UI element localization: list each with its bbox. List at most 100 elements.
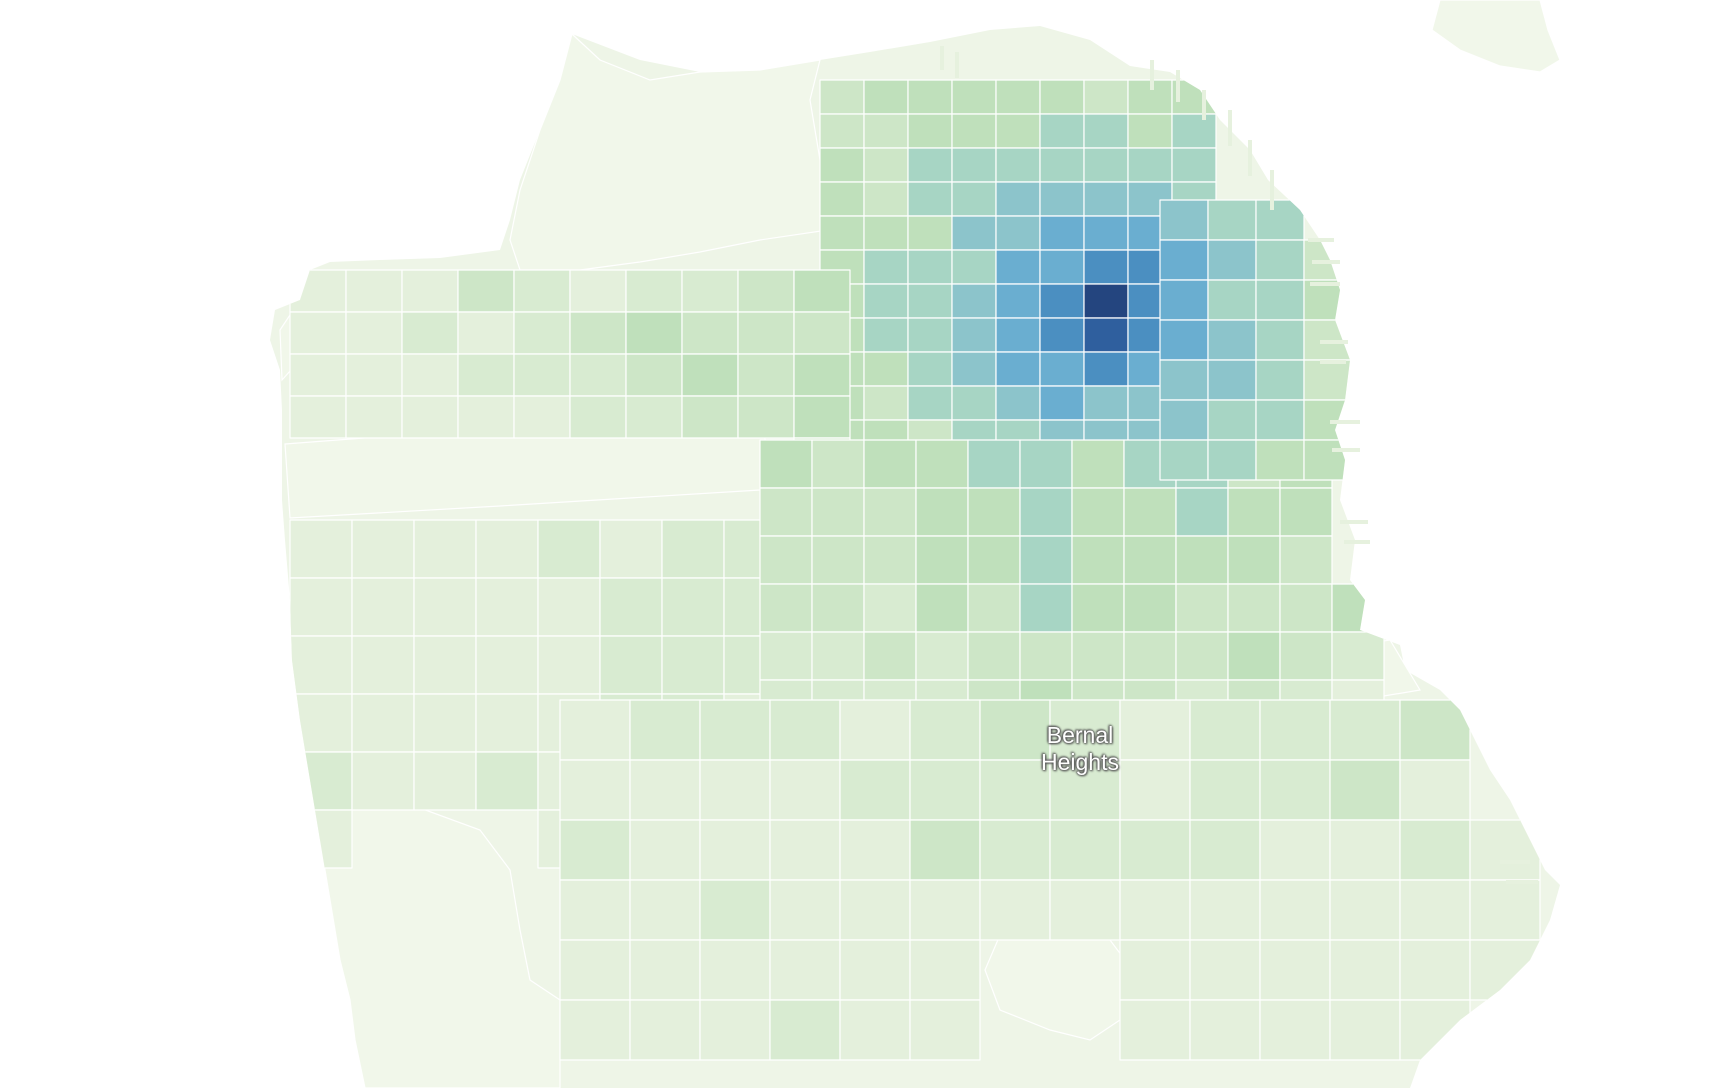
census-block[interactable] (413, 577, 477, 637)
census-block[interactable] (629, 879, 701, 941)
census-block[interactable] (1227, 535, 1281, 585)
census-block[interactable] (351, 577, 415, 637)
census-block[interactable] (811, 631, 865, 681)
census-block[interactable] (1039, 147, 1085, 183)
census-block[interactable] (1255, 319, 1305, 361)
census-block[interactable] (811, 487, 865, 537)
census-block[interactable] (1049, 819, 1121, 881)
census-block[interactable] (537, 635, 601, 695)
census-block[interactable] (1303, 439, 1353, 481)
census-block[interactable] (351, 519, 415, 579)
census-block[interactable] (629, 699, 701, 761)
census-block[interactable] (951, 249, 997, 285)
census-block[interactable] (759, 535, 813, 585)
census-block[interactable] (811, 583, 865, 633)
census-block[interactable] (839, 759, 911, 821)
census-block[interactable] (351, 751, 415, 811)
census-block[interactable] (345, 311, 403, 355)
census-block[interactable] (681, 311, 739, 355)
census-block[interactable] (907, 317, 953, 353)
census-block[interactable] (967, 487, 1021, 537)
census-block[interactable] (995, 249, 1041, 285)
census-block[interactable] (289, 269, 347, 313)
census-block[interactable] (759, 583, 813, 633)
census-block[interactable] (1119, 879, 1191, 941)
census-block[interactable] (1049, 879, 1121, 941)
census-block[interactable] (1083, 249, 1129, 285)
census-block[interactable] (759, 631, 813, 681)
census-block[interactable] (1119, 759, 1191, 821)
census-block[interactable] (995, 215, 1041, 251)
census-block[interactable] (1159, 439, 1209, 481)
census-block[interactable] (401, 353, 459, 397)
census-block[interactable] (1019, 487, 1073, 537)
census-block[interactable] (1255, 239, 1305, 281)
census-block[interactable] (951, 317, 997, 353)
census-block[interactable] (1279, 583, 1333, 633)
census-block[interactable] (907, 351, 953, 387)
census-block[interactable] (559, 999, 631, 1061)
census-block[interactable] (1259, 939, 1331, 1001)
census-block[interactable] (793, 353, 851, 397)
census-block[interactable] (1189, 699, 1261, 761)
census-block[interactable] (1119, 699, 1191, 761)
census-block[interactable] (1127, 147, 1173, 183)
census-block[interactable] (863, 249, 909, 285)
census-block[interactable] (1083, 385, 1129, 421)
census-block[interactable] (863, 113, 909, 149)
census-block[interactable] (681, 395, 739, 439)
census-block[interactable] (1399, 879, 1471, 941)
census-block[interactable] (995, 283, 1041, 319)
census-block[interactable] (1279, 487, 1333, 537)
census-block[interactable] (839, 699, 911, 761)
census-block[interactable] (759, 487, 813, 537)
census-block[interactable] (289, 635, 353, 695)
census-block[interactable] (1175, 535, 1229, 585)
census-block[interactable] (915, 439, 969, 489)
census-block[interactable] (475, 519, 539, 579)
census-block[interactable] (1255, 399, 1305, 441)
census-block[interactable] (599, 519, 663, 579)
census-block[interactable] (1329, 939, 1401, 1001)
census-block[interactable] (1255, 279, 1305, 321)
census-block[interactable] (1071, 631, 1125, 681)
census-block[interactable] (1329, 699, 1401, 761)
census-block[interactable] (413, 519, 477, 579)
census-block[interactable] (1039, 79, 1085, 115)
census-block[interactable] (289, 809, 353, 869)
census-block[interactable] (1083, 215, 1129, 251)
census-block[interactable] (819, 79, 865, 115)
census-block[interactable] (475, 693, 539, 753)
census-block[interactable] (967, 583, 1021, 633)
census-block[interactable] (951, 181, 997, 217)
census-block[interactable] (401, 311, 459, 355)
census-block[interactable] (819, 147, 865, 183)
census-block[interactable] (289, 311, 347, 355)
census-block[interactable] (401, 269, 459, 313)
census-block[interactable] (1083, 147, 1129, 183)
census-block[interactable] (907, 147, 953, 183)
census-block[interactable] (1159, 359, 1209, 401)
census-block[interactable] (1469, 939, 1541, 1001)
census-block[interactable] (699, 759, 771, 821)
census-block[interactable] (907, 79, 953, 115)
census-block[interactable] (1175, 487, 1229, 537)
census-block[interactable] (1255, 199, 1305, 241)
census-block[interactable] (345, 353, 403, 397)
census-block[interactable] (759, 439, 813, 489)
census-block[interactable] (559, 699, 631, 761)
census-block[interactable] (1279, 535, 1333, 585)
census-block[interactable] (1039, 351, 1085, 387)
census-block[interactable] (1259, 759, 1331, 821)
census-block[interactable] (769, 759, 841, 821)
census-block[interactable] (909, 699, 981, 761)
census-block[interactable] (907, 249, 953, 285)
census-block[interactable] (907, 385, 953, 421)
census-block[interactable] (819, 181, 865, 217)
census-block[interactable] (1039, 249, 1085, 285)
census-block[interactable] (513, 311, 571, 355)
census-block[interactable] (457, 269, 515, 313)
census-block[interactable] (1171, 113, 1217, 149)
census-block[interactable] (1207, 319, 1257, 361)
census-block[interactable] (909, 939, 981, 1001)
